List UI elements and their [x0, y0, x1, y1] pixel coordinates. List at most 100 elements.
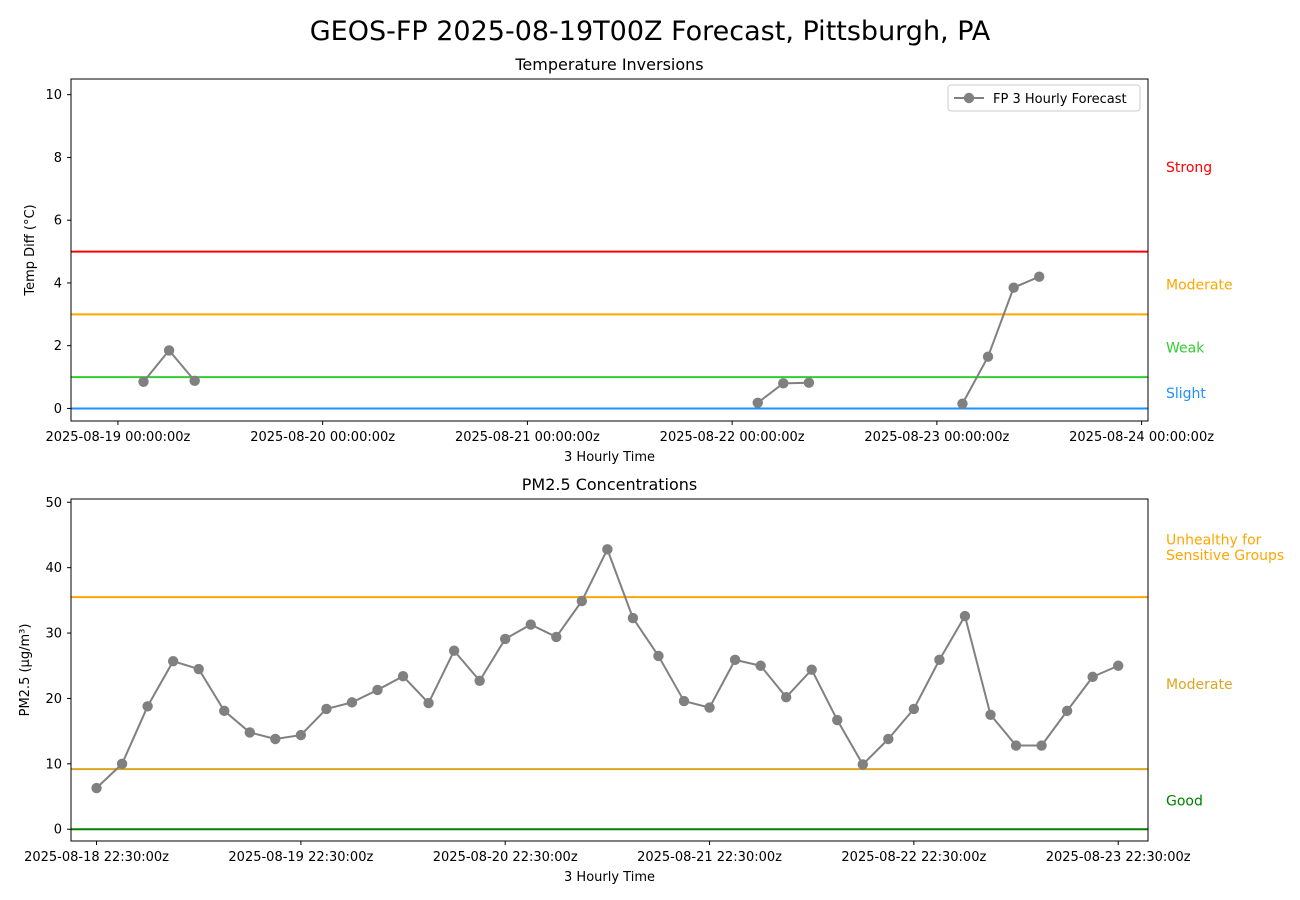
y-axis-label: Temp Diff (°C)	[23, 204, 38, 296]
x-tick-label: 2025-08-22 00:00:00z	[660, 430, 805, 445]
data-point	[448, 645, 460, 656]
series-line	[142, 275, 1040, 405]
category-label: Sensitive Groups	[1166, 548, 1284, 564]
category-label: Moderate	[1166, 278, 1233, 294]
y-tick-label: 4	[54, 276, 62, 291]
data-point	[116, 758, 128, 770]
data-point	[982, 351, 994, 362]
data-point	[219, 705, 230, 717]
category-label: Weak	[1166, 340, 1205, 356]
data-point	[857, 759, 868, 770]
data-point	[1113, 660, 1124, 671]
data-point	[193, 663, 204, 675]
data-point	[627, 612, 639, 624]
data-point	[1010, 740, 1022, 751]
data-point	[346, 697, 358, 708]
data-point	[1008, 282, 1019, 293]
data-point	[576, 595, 588, 607]
y-tick-label: 40	[45, 561, 62, 576]
data-point	[957, 398, 968, 409]
data-point	[985, 709, 996, 720]
plot-frame	[70, 78, 1149, 422]
data-point	[189, 375, 200, 387]
data-point	[397, 671, 409, 682]
data-point	[806, 664, 817, 675]
chart-title: Temperature Inversions	[514, 55, 703, 74]
x-tick-label: 2025-08-21 00:00:00z	[455, 430, 600, 445]
x-tick-label: 2025-08-19 00:00:00z	[45, 430, 190, 445]
data-point	[551, 631, 562, 643]
data-point	[752, 397, 763, 409]
data-point	[1061, 705, 1073, 717]
data-point	[163, 345, 175, 356]
x-axis-label: 3 Hourly Time	[564, 870, 655, 885]
pm25-concentrations-panel: PM2.5 Concentrations 0 10 20 30 40 50 2025-08-1…	[18, 475, 1284, 885]
chart-title: PM2.5 Concentrations	[522, 475, 698, 494]
data-point	[959, 610, 971, 622]
x-tick-label: 2025-08-20 22:30:00z	[433, 850, 578, 865]
data-point	[803, 377, 815, 388]
y-axis-label: PM2.5 (µg/m³)	[18, 624, 33, 717]
y-tick-label: 10	[45, 757, 62, 772]
y-tick-label: 50	[45, 496, 62, 511]
data-point	[832, 714, 843, 726]
data-point	[1087, 671, 1098, 683]
x-tick-label: 2025-08-23 22:30:00z	[1046, 850, 1191, 865]
data-point	[138, 376, 149, 387]
data-point	[270, 733, 281, 745]
data-point	[602, 544, 613, 555]
data-point	[295, 729, 307, 741]
category-label: Unhealthy for	[1166, 533, 1262, 549]
category-label: Moderate	[1166, 677, 1233, 693]
data-point	[704, 702, 715, 713]
data-point	[1036, 740, 1047, 751]
data-point	[372, 684, 383, 696]
figure-title: GEOS-FP 2025-08-19T00Z Forecast, Pittsbu…	[310, 16, 991, 47]
data-point	[653, 650, 664, 662]
series-line	[95, 548, 1119, 789]
category-label: Good	[1166, 793, 1203, 809]
data-point	[1034, 271, 1045, 282]
data-point	[142, 701, 153, 712]
x-tick-label: 2025-08-21 22:30:00z	[637, 850, 782, 865]
legend-label: FP 3 Hourly Forecast	[993, 92, 1127, 107]
data-point	[729, 654, 741, 666]
x-tick-label: 2025-08-24 00:00:00z	[1069, 430, 1214, 445]
temperature-inversions-panel: Temperature Inversions 0 2 4 6 8 10 2025-08-19 …	[23, 55, 1233, 465]
data-point	[91, 782, 102, 794]
y-tick-label: 30	[45, 627, 62, 642]
data-point	[755, 660, 766, 671]
data-point	[908, 703, 920, 715]
x-axis-label: 3 Hourly Time	[564, 450, 655, 465]
data-point	[780, 691, 792, 703]
y-tick-label: 0	[54, 402, 62, 417]
y-tick-label: 6	[54, 214, 62, 229]
data-point	[167, 655, 179, 667]
y-tick-label: 2	[54, 339, 62, 354]
legend-marker	[963, 92, 975, 104]
data-point	[778, 378, 789, 389]
y-tick-label: 10	[45, 88, 62, 103]
data-point	[423, 697, 434, 709]
x-tick-label: 2025-08-18 22:30:00z	[24, 850, 169, 865]
y-tick-label: 0	[54, 823, 62, 838]
data-point	[678, 695, 690, 707]
y-tick-label: 8	[54, 151, 62, 166]
legend-box	[947, 84, 1141, 112]
data-point	[244, 727, 255, 738]
x-tick-label: 2025-08-20 00:00:00z	[250, 430, 395, 445]
plot-frame	[70, 498, 1149, 842]
x-tick-label: 2025-08-23 00:00:00z	[864, 430, 1009, 445]
data-point	[474, 675, 485, 686]
y-tick-label: 20	[45, 692, 62, 707]
data-point	[525, 619, 536, 630]
data-point	[934, 654, 945, 666]
data-point	[321, 703, 332, 715]
category-label: Strong	[1166, 160, 1212, 176]
legend: FP 3 Hourly Forecast	[947, 84, 1141, 112]
x-tick-label: 2025-08-19 22:30:00z	[228, 850, 373, 865]
data-point	[500, 633, 511, 645]
x-tick-label: 2025-08-22 22:30:00z	[841, 850, 986, 865]
data-point	[883, 733, 894, 745]
